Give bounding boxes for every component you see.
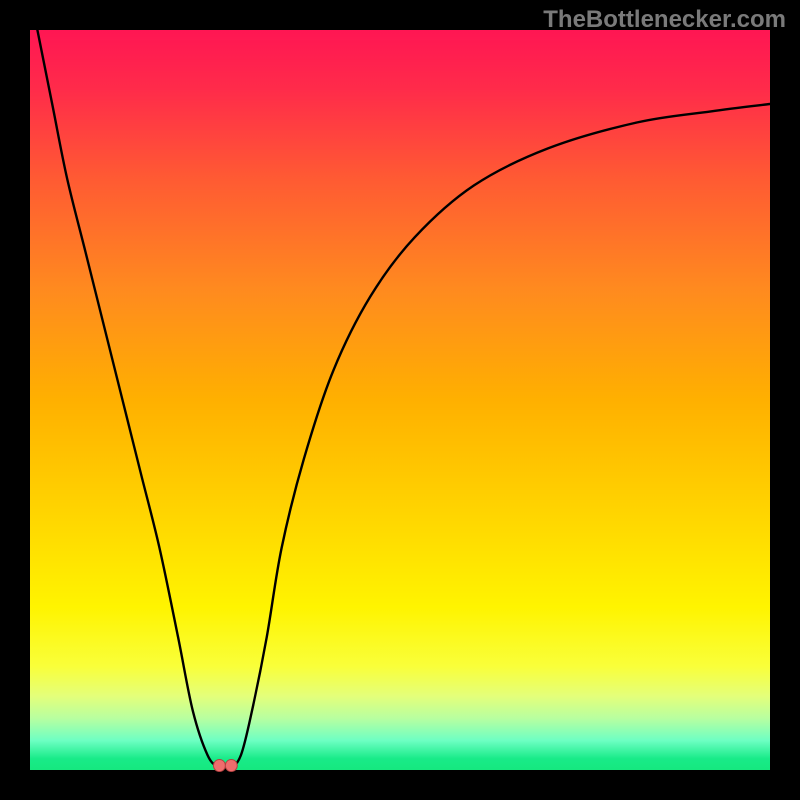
chart-canvas <box>0 0 800 800</box>
chart-frame: TheBottlenecker.com <box>0 0 800 800</box>
watermark-text: TheBottlenecker.com <box>543 6 786 34</box>
trough-marker <box>225 760 237 772</box>
trough-marker <box>213 760 225 772</box>
plot-area <box>30 30 770 770</box>
